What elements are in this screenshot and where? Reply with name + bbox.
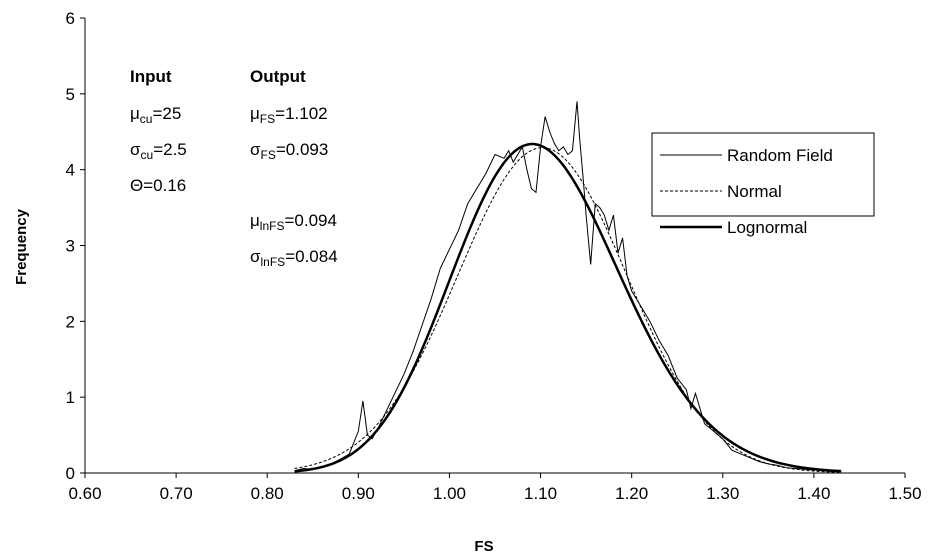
legend: Random Field Normal Lognormal <box>651 132 875 237</box>
y-tick-label: 3 <box>66 237 75 256</box>
x-tick-label: 1.20 <box>615 484 648 503</box>
output-param: μFS=1.102 <box>250 104 328 126</box>
x-tick-label: 0.90 <box>342 484 375 503</box>
y-tick-label: 0 <box>66 464 75 483</box>
x-tick-label: 1.30 <box>706 484 739 503</box>
input-param: σcu=2.5 <box>130 140 187 162</box>
axes <box>84 18 905 474</box>
input-param: μcu=25 <box>130 104 181 126</box>
x-axis-label: FS <box>474 538 493 555</box>
y-tick-label: 2 <box>66 312 75 331</box>
series-random-field <box>294 101 842 472</box>
output-param: μlnFS=0.094 <box>250 211 337 233</box>
series-group <box>294 101 842 473</box>
output-param: σFS=0.093 <box>250 140 328 162</box>
y-axis-label: Frequency <box>13 208 30 285</box>
annotations: Input Output μcu=25 σcu=2.5 Θ=0.16 μFS=1.1… <box>130 67 338 269</box>
series-lognormal <box>294 142 842 473</box>
input-header: Input <box>130 67 172 86</box>
input-params: μcu=25 σcu=2.5 Θ=0.16 <box>130 104 187 195</box>
input-param: Θ=0.16 <box>130 176 186 195</box>
legend-box <box>651 132 875 217</box>
legend-label: Random Field <box>727 146 833 165</box>
x-tick-label: 0.60 <box>68 484 101 503</box>
x-tick-label: 1.50 <box>888 484 921 503</box>
x-tick-label: 1.40 <box>797 484 830 503</box>
output-param: σlnFS=0.084 <box>250 247 338 269</box>
legend-label: Lognormal <box>727 218 807 237</box>
y-tick-label: 1 <box>66 388 75 407</box>
output-header: Output <box>250 67 306 86</box>
legend-label: Normal <box>727 182 782 201</box>
y-tick-label: 4 <box>66 161 75 180</box>
tick-labels: 0 1 2 3 4 5 6 0.60 0.70 0.80 0.90 1.00 1.10 1.20 1.30 1… <box>66 9 922 503</box>
x-tick-label: 0.80 <box>251 484 284 503</box>
output-params: μFS=1.102 σFS=0.093 μlnFS=0.094 σlnFS=0.084 <box>250 104 338 269</box>
x-tick-label: 1.10 <box>524 484 557 503</box>
series-normal <box>294 147 842 473</box>
y-tick-label: 5 <box>66 85 75 104</box>
x-tick-label: 0.70 <box>160 484 193 503</box>
x-tick-label: 1.00 <box>433 484 466 503</box>
y-tick-label: 6 <box>66 9 75 28</box>
